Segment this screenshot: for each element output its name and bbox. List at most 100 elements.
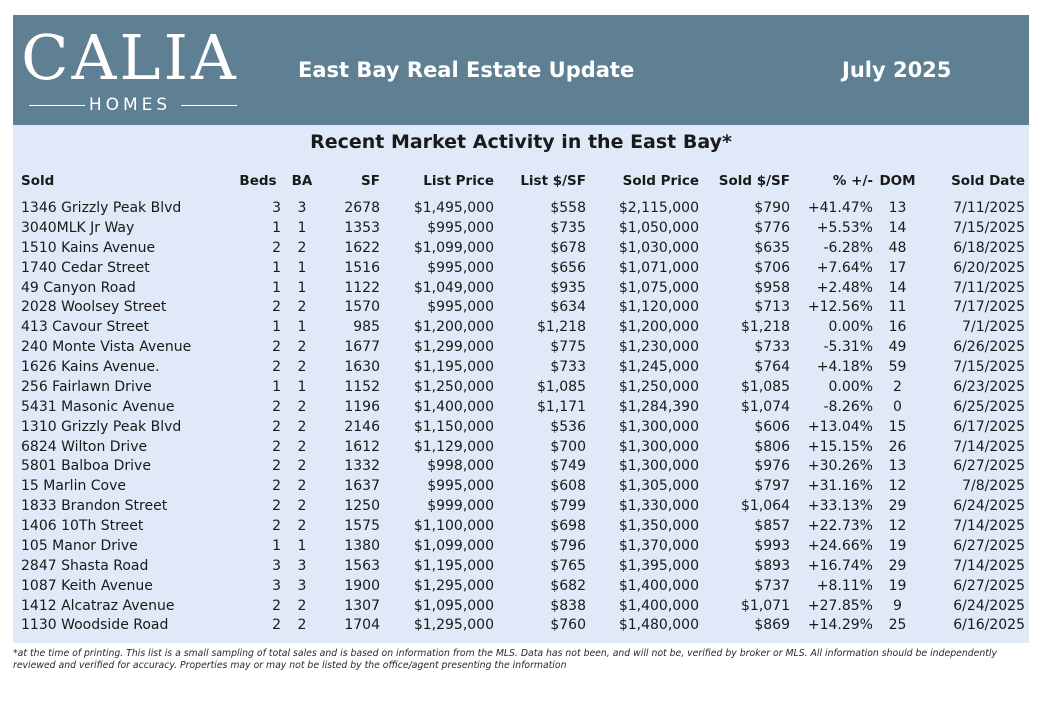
cell-square-feet: 1332: [344, 458, 380, 475]
cell-sold-price: $2,115,000: [618, 200, 699, 216]
cell-beds: 1: [272, 259, 281, 276]
cell-address: 49 Canyon Road: [21, 279, 136, 296]
cell-address: 1130 Woodside Road: [21, 617, 169, 634]
table-row: 1626 Kains Avenue. 2 2 1630 $1,195,000 $733 $1…: [21, 358, 1025, 378]
cell-list-price: $1,099,000: [413, 239, 494, 256]
cell-square-feet: 1250: [344, 498, 380, 515]
cell-address: 15 Marlin Cove: [21, 478, 127, 495]
cell-percent-change: +4.18%: [816, 359, 873, 375]
cell-list-price: $1,299,000: [413, 339, 494, 356]
cell-sold-price: $1,330,000: [618, 498, 699, 515]
cell-sold-price-per-sf: $976: [754, 458, 790, 475]
cell-address: 1626 Kains Avenue.: [21, 359, 160, 375]
cell-list-price-per-sf: $700: [550, 438, 586, 455]
table-row: 256 Fairlawn Drive 1 1 1152 $1,250,000 $1,085…: [21, 378, 1025, 398]
cell-sold-price: $1,480,000: [618, 617, 699, 634]
cell-baths: 1: [297, 319, 307, 336]
cell-beds: 2: [272, 518, 281, 534]
cell-days-on-market: 13: [888, 458, 907, 475]
cell-sold-price: $1,300,000: [618, 458, 699, 475]
cell-beds: 2: [272, 597, 281, 614]
cell-beds: 2: [272, 359, 281, 375]
cell-list-price: $1,295,000: [413, 617, 494, 634]
column-header-square-feet: SF: [361, 173, 380, 189]
cell-square-feet: 1575: [344, 518, 380, 534]
cell-baths: 2: [297, 418, 307, 435]
cell-percent-change: +14.29%: [807, 617, 873, 634]
table-row: 15 Marlin Cove 2 2 1637 $995,000 $608 $1,305,0…: [21, 477, 1025, 497]
cell-square-feet: 1380: [344, 537, 380, 554]
cell-list-price: $1,129,000: [413, 438, 494, 455]
cell-sold-date: 7/14/2025: [953, 518, 1025, 534]
sales-table: Sold Beds BA SF List Price List $/SF Sold Pric…: [21, 171, 1025, 636]
cell-days-on-market: 25: [888, 617, 907, 634]
cell-sold-price-per-sf: $635: [754, 239, 790, 256]
cell-sold-price: $1,050,000: [618, 219, 699, 236]
cell-sold-date: 7/15/2025: [953, 219, 1025, 236]
cell-beds: 3: [272, 557, 281, 574]
cell-days-on-market: 29: [888, 557, 907, 574]
cell-list-price: $1,150,000: [413, 418, 494, 435]
cell-list-price: $1,295,000: [413, 577, 494, 594]
cell-days-on-market: 12: [888, 478, 907, 495]
cell-list-price-per-sf: $558: [550, 200, 586, 216]
cell-beds: 2: [272, 339, 281, 356]
cell-square-feet: 985: [353, 319, 380, 336]
cell-percent-change: +41.47%: [807, 200, 873, 216]
cell-square-feet: 2678: [344, 200, 380, 216]
cell-days-on-market: 9: [893, 597, 902, 614]
cell-sold-price: $1,370,000: [618, 537, 699, 554]
cell-sold-price: $1,400,000: [618, 597, 699, 614]
cell-beds: 1: [272, 279, 281, 296]
cell-sold-date: 7/11/2025: [953, 279, 1025, 296]
cell-sold-price: $1,200,000: [618, 319, 699, 336]
cell-list-price-per-sf: $1,171: [537, 398, 586, 415]
cell-sold-price-per-sf: $790: [754, 200, 790, 216]
cell-baths: 1: [297, 219, 307, 236]
table-header-row: Sold Beds BA SF List Price List $/SF Sold Pric…: [21, 171, 1025, 199]
column-header-beds: Beds: [239, 173, 277, 189]
cell-sold-price: $1,350,000: [618, 518, 699, 534]
cell-list-price: $995,000: [427, 478, 494, 495]
cell-sold-price: $1,075,000: [618, 279, 699, 296]
table-row: 1310 Grizzly Peak Blvd 2 2 2146 $1,150,000 $5…: [21, 418, 1025, 438]
cell-sold-date: 6/25/2025: [953, 398, 1025, 415]
cell-sold-price-per-sf: $993: [754, 537, 790, 554]
cell-list-price: $999,000: [427, 498, 494, 515]
cell-list-price-per-sf: $656: [550, 259, 586, 276]
cell-address: 1310 Grizzly Peak Blvd: [21, 418, 182, 435]
report-date: July 2025: [842, 58, 952, 82]
cell-list-price: $1,200,000: [413, 319, 494, 336]
cell-list-price: $998,000: [427, 458, 494, 475]
cell-days-on-market: 14: [888, 279, 907, 296]
cell-percent-change: +7.64%: [816, 259, 873, 276]
cell-baths: 2: [297, 498, 307, 515]
table-body: 1346 Grizzly Peak Blvd 3 3 2678 $1,495,000 $5…: [21, 199, 1025, 636]
cell-list-price: $1,099,000: [413, 537, 494, 554]
cell-sold-price-per-sf: $857: [754, 518, 790, 534]
cell-sold-date: 6/24/2025: [953, 498, 1025, 515]
cell-sold-price: $1,250,000: [618, 378, 699, 395]
cell-percent-change: 0.00%: [828, 319, 873, 336]
cell-list-price: $995,000: [427, 219, 494, 236]
cell-beds: 2: [272, 617, 281, 634]
cell-list-price-per-sf: $733: [550, 359, 586, 375]
table-row: 1833 Brandon Street 2 2 1250 $999,000 $799 $1,…: [21, 497, 1025, 517]
column-header-sold-price: Sold Price: [622, 173, 699, 189]
column-header-days-on-market: DOM: [879, 173, 916, 189]
cell-sold-price: $1,300,000: [618, 438, 699, 455]
cell-days-on-market: 49: [888, 339, 907, 356]
cell-sold-price-per-sf: $893: [754, 557, 790, 574]
cell-sold-date: 6/27/2025: [953, 537, 1025, 554]
cell-address: 1833 Brandon Street: [21, 498, 168, 515]
cell-square-feet: 1630: [344, 359, 380, 375]
cell-days-on-market: 0: [893, 398, 902, 415]
market-activity-panel: Recent Market Activity in the East Bay* …: [13, 125, 1029, 643]
cell-baths: 2: [297, 518, 307, 534]
cell-beds: 3: [272, 577, 281, 594]
logo-divider-right: [181, 105, 237, 106]
cell-percent-change: +27.85%: [807, 597, 873, 614]
cell-list-price-per-sf: $698: [550, 518, 586, 534]
cell-sold-date: 7/14/2025: [953, 438, 1025, 455]
column-header-sold-date: Sold Date: [951, 173, 1025, 189]
